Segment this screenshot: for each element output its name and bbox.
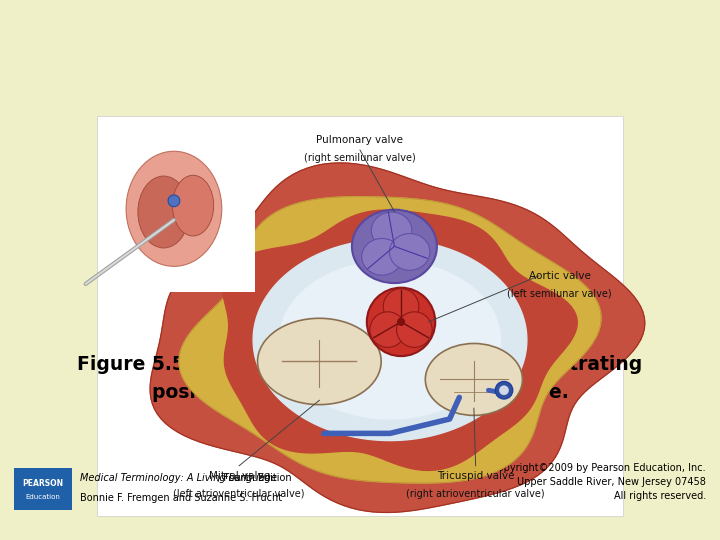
Polygon shape bbox=[253, 239, 527, 441]
Text: , Fourth Edition: , Fourth Edition bbox=[217, 473, 292, 483]
Text: (right semilunar valve): (right semilunar valve) bbox=[304, 153, 416, 163]
Ellipse shape bbox=[138, 176, 189, 248]
Ellipse shape bbox=[372, 212, 412, 249]
Ellipse shape bbox=[352, 210, 437, 283]
Text: (left atrioventricular valve): (left atrioventricular valve) bbox=[174, 489, 305, 499]
Polygon shape bbox=[150, 163, 645, 512]
Circle shape bbox=[495, 381, 513, 399]
Text: PEARSON: PEARSON bbox=[22, 478, 63, 488]
Circle shape bbox=[366, 288, 436, 356]
Polygon shape bbox=[222, 210, 577, 470]
Text: Aortic valve: Aortic valve bbox=[528, 271, 590, 281]
Circle shape bbox=[383, 289, 419, 325]
Bar bbox=[108, 132, 255, 292]
Text: Bonnie F. Fremgen and Suzanne S. Frucht: Bonnie F. Fremgen and Suzanne S. Frucht bbox=[80, 493, 282, 503]
Text: Medical Terminology: A Living Language: Medical Terminology: A Living Language bbox=[80, 473, 277, 483]
Polygon shape bbox=[279, 261, 500, 419]
Text: position, size, and shape of each valve.: position, size, and shape of each valve. bbox=[152, 382, 568, 402]
Ellipse shape bbox=[426, 343, 523, 415]
Circle shape bbox=[397, 312, 432, 347]
Text: Pulmonary valve: Pulmonary valve bbox=[317, 135, 403, 145]
Circle shape bbox=[397, 318, 405, 326]
Text: Figure 5.5 – Superior view of heart valves illustrating: Figure 5.5 – Superior view of heart valv… bbox=[77, 355, 643, 375]
Text: (left semilunar valve): (left semilunar valve) bbox=[508, 289, 612, 299]
Bar bbox=[14, 468, 72, 510]
Ellipse shape bbox=[390, 234, 430, 270]
Ellipse shape bbox=[126, 151, 222, 266]
Ellipse shape bbox=[258, 318, 381, 404]
Text: Upper Saddle River, New Jersey 07458: Upper Saddle River, New Jersey 07458 bbox=[517, 477, 706, 487]
Bar bbox=[97, 116, 623, 516]
Ellipse shape bbox=[361, 239, 402, 275]
Text: Tricuspid valve: Tricuspid valve bbox=[437, 471, 514, 481]
Circle shape bbox=[499, 386, 509, 395]
Text: Mitral valve: Mitral valve bbox=[209, 471, 269, 481]
Text: (right atrioventricular valve): (right atrioventricular valve) bbox=[406, 489, 545, 499]
Ellipse shape bbox=[173, 176, 214, 236]
Text: Copyright©2009 by Pearson Education, Inc.: Copyright©2009 by Pearson Education, Inc… bbox=[491, 463, 706, 473]
Circle shape bbox=[370, 312, 405, 347]
Text: All rights reserved.: All rights reserved. bbox=[613, 491, 706, 501]
Text: Education: Education bbox=[26, 494, 60, 500]
Circle shape bbox=[168, 195, 180, 207]
Polygon shape bbox=[179, 197, 601, 483]
